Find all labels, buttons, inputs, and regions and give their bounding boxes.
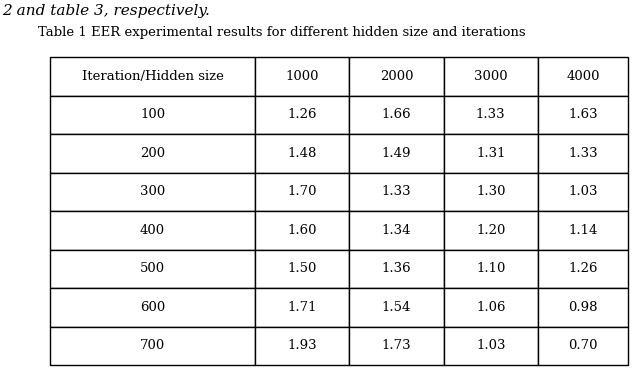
Text: 1.36: 1.36 bbox=[381, 262, 412, 275]
Text: 1.33: 1.33 bbox=[568, 147, 598, 160]
Text: 1.20: 1.20 bbox=[476, 224, 506, 237]
Text: 1.49: 1.49 bbox=[382, 147, 412, 160]
Text: 1.31: 1.31 bbox=[476, 147, 506, 160]
Text: 1.63: 1.63 bbox=[568, 108, 598, 121]
Text: 1.71: 1.71 bbox=[287, 301, 317, 314]
Text: Iteration/Hidden size: Iteration/Hidden size bbox=[82, 70, 223, 83]
Text: 1.26: 1.26 bbox=[568, 262, 598, 275]
Text: 1.70: 1.70 bbox=[287, 185, 317, 198]
Text: 1.03: 1.03 bbox=[476, 339, 506, 352]
Text: 1.33: 1.33 bbox=[476, 108, 506, 121]
Text: 4000: 4000 bbox=[566, 70, 600, 83]
Text: 1.50: 1.50 bbox=[287, 262, 317, 275]
Text: 600: 600 bbox=[140, 301, 165, 314]
Text: 2000: 2000 bbox=[380, 70, 413, 83]
Text: 200: 200 bbox=[140, 147, 165, 160]
Text: 1.14: 1.14 bbox=[568, 224, 598, 237]
Text: 1.34: 1.34 bbox=[382, 224, 412, 237]
Text: 1.66: 1.66 bbox=[381, 108, 412, 121]
Text: 100: 100 bbox=[140, 108, 165, 121]
Text: Table 1 EER experimental results for different hidden size and iterations: Table 1 EER experimental results for dif… bbox=[38, 26, 525, 39]
Text: 1.26: 1.26 bbox=[287, 108, 317, 121]
Text: 500: 500 bbox=[140, 262, 165, 275]
Text: 1.60: 1.60 bbox=[287, 224, 317, 237]
Text: 1.03: 1.03 bbox=[568, 185, 598, 198]
Text: 1.33: 1.33 bbox=[381, 185, 412, 198]
Text: 1000: 1000 bbox=[285, 70, 319, 83]
Text: 400: 400 bbox=[140, 224, 165, 237]
Text: 0.98: 0.98 bbox=[568, 301, 598, 314]
Text: 700: 700 bbox=[140, 339, 165, 352]
Text: 1.73: 1.73 bbox=[381, 339, 412, 352]
Text: 1.93: 1.93 bbox=[287, 339, 317, 352]
Text: 300: 300 bbox=[140, 185, 165, 198]
Text: 0.70: 0.70 bbox=[568, 339, 598, 352]
Text: 1.48: 1.48 bbox=[287, 147, 317, 160]
Text: 1.30: 1.30 bbox=[476, 185, 506, 198]
Text: 2 and table 3, respectively.: 2 and table 3, respectively. bbox=[2, 4, 210, 18]
Text: 1.54: 1.54 bbox=[382, 301, 411, 314]
Text: 3000: 3000 bbox=[474, 70, 508, 83]
Text: 1.06: 1.06 bbox=[476, 301, 506, 314]
Text: 1.10: 1.10 bbox=[476, 262, 506, 275]
